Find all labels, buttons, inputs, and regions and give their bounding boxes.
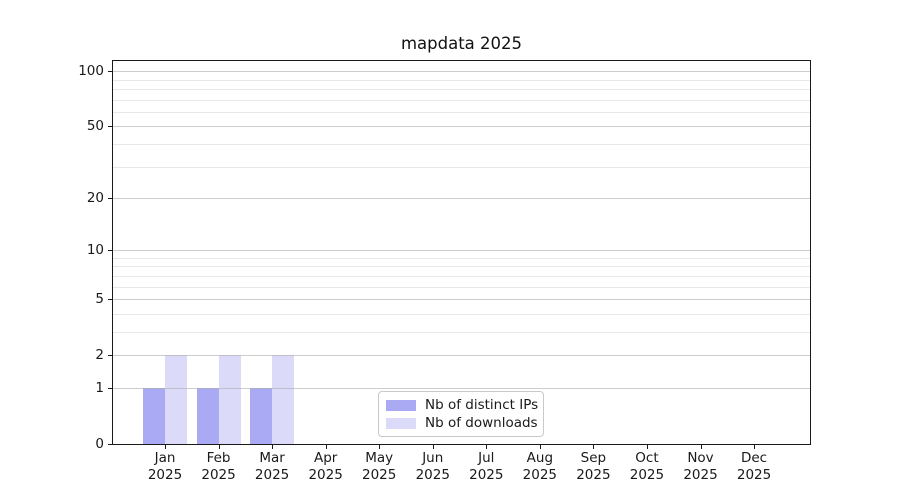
gridline-major-5 <box>113 299 810 301</box>
gridline-minor-90 <box>113 79 810 81</box>
legend-label-distinct-ips: Nb of distinct IPs <box>425 397 539 413</box>
gridline-minor-80 <box>113 88 810 90</box>
x-tick-mark-oct <box>646 445 648 449</box>
x-tick-mark-mar <box>272 445 274 449</box>
gridline-minor-40 <box>113 143 810 145</box>
x-tick-mark-jun <box>432 445 434 449</box>
gridline-minor-30 <box>113 166 810 168</box>
y-tick-label-2: 2 <box>95 347 104 364</box>
x-tick-label-may: May 2025 <box>362 450 397 483</box>
legend-swatch-downloads <box>386 417 416 429</box>
y-tick-label-20: 20 <box>86 190 104 207</box>
legend: Nb of distinct IPs Nb of downloads <box>378 391 544 437</box>
y-tick-mark-1 <box>108 387 112 389</box>
legend-item-downloads: Nb of downloads <box>386 415 538 431</box>
x-tick-mark-jul <box>486 445 488 449</box>
x-tick-mark-aug <box>539 445 541 449</box>
gridline-major-1 <box>113 387 810 389</box>
y-tick-mark-20 <box>108 198 112 200</box>
x-tick-mark-sep <box>593 445 595 449</box>
y-tick-mark-50 <box>108 126 112 128</box>
x-tick-label-jan: Jan 2025 <box>147 450 183 483</box>
x-tick-label-oct: Oct 2025 <box>629 450 665 483</box>
gridline-major-10 <box>113 250 810 252</box>
x-tick-label-jul: Jul 2025 <box>469 450 504 483</box>
y-tick-mark-5 <box>108 299 112 301</box>
bar-distinct-ips-jan <box>143 387 165 444</box>
bar-downloads-mar <box>272 355 295 444</box>
gridline-minor-7 <box>113 275 810 277</box>
y-tick-mark-0 <box>108 444 112 445</box>
x-tick-mark-apr <box>325 445 327 449</box>
y-tick-label-0: 0 <box>95 436 104 452</box>
y-tick-label-5: 5 <box>95 291 104 308</box>
gridline-major-50 <box>113 126 810 128</box>
gridline-minor-3 <box>113 331 810 333</box>
x-tick-mark-jan <box>165 445 166 449</box>
y-tick-label-100: 100 <box>78 63 104 80</box>
legend-item-distinct-ips: Nb of distinct IPs <box>386 397 539 413</box>
x-tick-label-dec: Dec 2025 <box>736 450 772 483</box>
plot-area <box>112 60 811 445</box>
gridline-minor-6 <box>113 286 810 288</box>
gridline-major-20 <box>113 198 810 200</box>
gridline-minor-8 <box>113 266 810 268</box>
gridline-minor-70 <box>113 99 810 101</box>
chart-title: mapdata 2025 <box>400 34 523 53</box>
y-tick-mark-100 <box>108 71 112 73</box>
y-tick-mark-2 <box>108 355 112 357</box>
gridline-minor-9 <box>113 257 810 259</box>
x-tick-label-sep: Sep 2025 <box>576 450 611 483</box>
x-tick-label-apr: Apr 2025 <box>308 450 343 483</box>
x-tick-label-jun: Jun 2025 <box>415 450 450 483</box>
x-tick-mark-nov <box>700 445 702 449</box>
x-tick-label-nov: Nov 2025 <box>683 450 718 483</box>
gridline-major-100 <box>113 71 810 73</box>
bar-downloads-jan <box>165 355 187 444</box>
x-tick-label-mar: Mar 2025 <box>254 450 290 483</box>
bar-distinct-ips-feb <box>196 387 219 444</box>
bar-distinct-ips-mar <box>250 387 273 444</box>
x-tick-label-aug: Aug 2025 <box>522 450 558 483</box>
bar-downloads-feb <box>218 355 241 444</box>
gridline-major-2 <box>113 355 810 357</box>
gridline-minor-60 <box>113 111 810 113</box>
x-tick-mark-feb <box>218 445 220 449</box>
y-tick-label-50: 50 <box>86 118 104 135</box>
legend-swatch-distinct-ips <box>386 399 416 411</box>
x-tick-label-feb: Feb 2025 <box>201 450 236 483</box>
legend-label-downloads: Nb of downloads <box>425 415 538 431</box>
x-tick-mark-dec <box>754 445 756 449</box>
y-tick-mark-10 <box>108 250 112 252</box>
x-tick-mark-may <box>379 445 381 449</box>
gridline-minor-4 <box>113 313 810 315</box>
y-tick-label-10: 10 <box>86 242 104 259</box>
y-tick-label-1: 1 <box>95 379 104 396</box>
